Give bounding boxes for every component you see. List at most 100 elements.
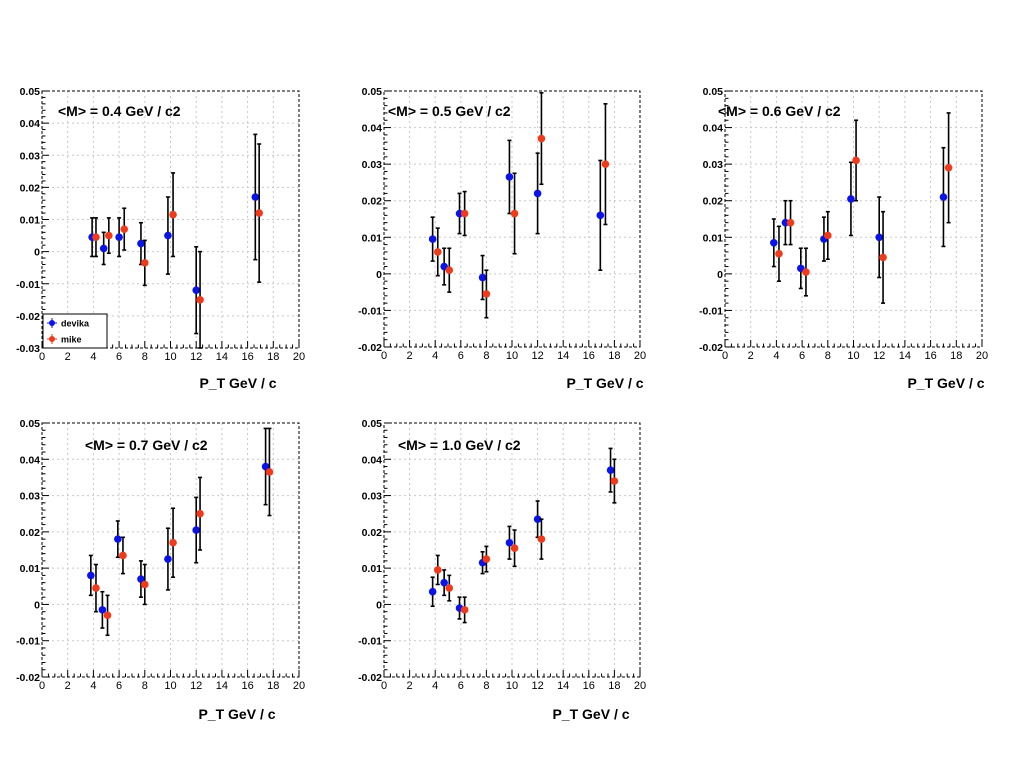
y-tick-label: 0.02 [362, 527, 383, 539]
x-axis-label: P_T GeV / c [552, 706, 629, 722]
x-axis-label: P_T GeV / c [199, 375, 276, 391]
x-tick-label: 18 [608, 680, 620, 692]
y-tick-label: 0.03 [362, 491, 383, 503]
data-point-devika [192, 526, 200, 534]
data-point-devika [847, 195, 855, 203]
x-tick-label: 6 [116, 351, 122, 363]
data-point-devika [428, 587, 437, 596]
y-tick-label: 0.02 [20, 182, 41, 194]
x-tick-label: 10 [506, 350, 518, 362]
data-point-devika [533, 189, 542, 198]
data-point-devika [440, 578, 448, 587]
y-tick-label: 0 [376, 599, 382, 611]
data-point-mike [119, 551, 127, 560]
data-point-mike [196, 509, 204, 518]
x-axis-label: P_T GeV / c [907, 375, 984, 391]
data-point-mike [169, 538, 177, 547]
y-tick-label: 0.01 [362, 232, 383, 244]
x-tick-label: 20 [976, 350, 988, 362]
x-tick-label: 6 [458, 350, 464, 362]
x-tick-label: 6 [799, 350, 805, 362]
data-point-devika [478, 273, 487, 282]
data-point-mike [445, 266, 454, 275]
x-tick-label: 16 [924, 350, 936, 362]
x-tick-label: 20 [293, 680, 305, 692]
x-tick-label: 10 [847, 350, 859, 362]
y-tick-label: 0.01 [703, 232, 724, 244]
x-tick-label: 0 [39, 351, 45, 363]
y-tick-label: 0.02 [703, 196, 724, 208]
y-tick-label: -0.01 [358, 636, 382, 648]
y-tick-label: -0.01 [16, 279, 40, 291]
y-tick-label: 0.02 [362, 196, 383, 208]
data-point-mike [786, 218, 795, 227]
data-point-mike [775, 249, 783, 258]
plot-frame [41, 422, 300, 678]
x-tick-label: 0 [39, 680, 45, 692]
y-tick-label: 0.05 [362, 86, 383, 98]
data-point-mike [141, 580, 149, 589]
y-tick-label: 0.04 [20, 454, 41, 466]
x-tick-label: 10 [164, 351, 176, 363]
x-tick-label: 2 [65, 680, 71, 692]
x-tick-label: 8 [825, 350, 831, 362]
y-tick-label: 0.05 [362, 418, 383, 430]
data-point-devika [99, 244, 108, 253]
x-tick-label: 8 [483, 350, 489, 362]
data-point-mike [265, 468, 274, 476]
y-tick-label: -0.02 [358, 342, 382, 354]
x-tick-label: 20 [293, 351, 305, 363]
legend-swatch-devika [49, 320, 55, 326]
y-tick-label: 0.03 [362, 159, 383, 171]
x-tick-label: 2 [407, 680, 413, 692]
y-tick-label: 0.05 [20, 86, 41, 98]
data-point-devika [875, 233, 883, 242]
data-point-devika [505, 538, 514, 547]
x-tick-label: 6 [116, 680, 122, 692]
x-axis-label: P_T GeV / c [566, 375, 643, 391]
y-tick-label: -0.02 [699, 342, 723, 354]
data-point-devika [98, 606, 107, 614]
y-tick-label: 0.04 [362, 454, 383, 466]
legend-label-devika: devika [61, 319, 90, 329]
x-tick-label: 2 [65, 351, 71, 363]
data-point-mike [510, 544, 519, 552]
data-point-mike [433, 248, 442, 256]
data-point-devika [251, 193, 260, 201]
y-tick-label: -0.03 [16, 343, 40, 355]
x-tick-label: 12 [190, 680, 202, 692]
y-tick-label: 0.01 [362, 563, 383, 575]
chart-panel-1: 0 2 4 6 8 10 12 14 16 18 20 -0.03 -0.02 -0.01 0 0.01 0.0… [16, 86, 305, 391]
x-tick-label: 16 [241, 351, 253, 363]
x-tick-label: 0 [381, 350, 387, 362]
y-tick-label: 0.03 [20, 150, 41, 162]
y-tick-label: -0.02 [16, 672, 40, 684]
data-point-devika [939, 193, 948, 201]
data-point-devika [114, 535, 122, 543]
x-tick-label: 4 [432, 350, 438, 362]
data-point-mike [460, 606, 469, 614]
x-tick-label: 16 [241, 680, 253, 692]
y-tick-label: 0.01 [20, 215, 41, 227]
data-point-mike [103, 611, 112, 620]
x-tick-label: 14 [899, 350, 911, 362]
y-tick-label: -0.02 [16, 311, 40, 323]
x-tick-label: 12 [873, 350, 885, 362]
y-tick-label: 0.04 [703, 123, 724, 135]
data-point-mike [824, 231, 832, 240]
x-tick-label: 10 [164, 680, 176, 692]
data-point-mike [255, 209, 263, 217]
x-tick-label: 4 [90, 351, 96, 363]
data-point-devika [770, 238, 778, 247]
data-point-mike [944, 164, 953, 172]
data-point-mike [196, 296, 204, 304]
x-tick-label: 16 [583, 680, 595, 692]
data-point-mike [92, 233, 100, 241]
y-tick-label: 0.02 [20, 527, 41, 539]
data-point-mike [120, 225, 129, 233]
chart-panel-4: 0 2 4 6 8 10 12 14 16 18 20 -0.02 -0.01 0 0.01 0.02 0.03… [16, 418, 305, 722]
x-tick-label: 8 [483, 680, 489, 692]
plot-frame [41, 90, 300, 349]
data-point-mike [802, 268, 810, 276]
chart-panel-2: 0 2 4 6 8 10 12 14 16 18 20 -0.02 -0.01 0 0.01 0.02 0.03… [358, 86, 646, 391]
